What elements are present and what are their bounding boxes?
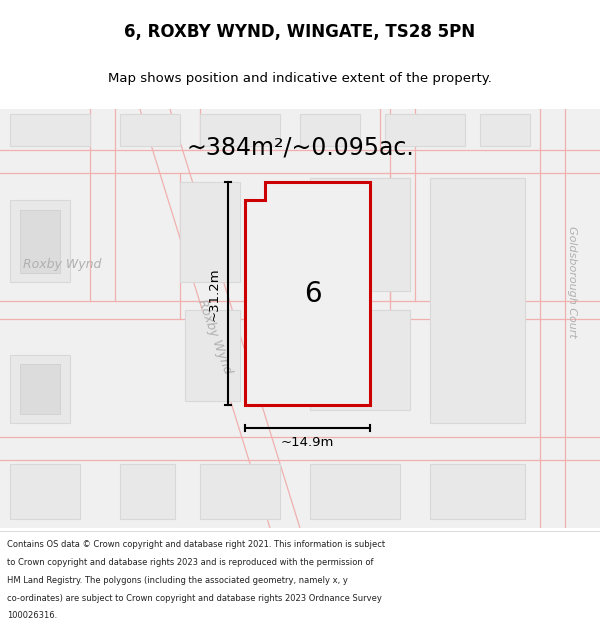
Text: to Crown copyright and database rights 2023 and is reproduced with the permissio: to Crown copyright and database rights 2… bbox=[7, 558, 374, 567]
Bar bbox=[185, 309, 240, 401]
Text: Roxby Wynd: Roxby Wynd bbox=[23, 258, 101, 271]
Text: Map shows position and indicative extent of the property.: Map shows position and indicative extent… bbox=[108, 72, 492, 85]
Text: co-ordinates) are subject to Crown copyright and database rights 2023 Ordnance S: co-ordinates) are subject to Crown copyr… bbox=[7, 594, 382, 602]
Bar bbox=[20, 364, 60, 414]
Bar bbox=[120, 464, 175, 519]
Bar bbox=[385, 114, 465, 146]
Text: HM Land Registry. The polygons (including the associated geometry, namely x, y: HM Land Registry. The polygons (includin… bbox=[7, 576, 348, 584]
Text: 6: 6 bbox=[304, 280, 322, 308]
Bar bbox=[430, 464, 525, 519]
Bar bbox=[310, 177, 410, 291]
Text: ~31.2m: ~31.2m bbox=[208, 267, 221, 321]
Bar bbox=[180, 182, 240, 282]
Bar bbox=[20, 209, 60, 273]
Text: Contains OS data © Crown copyright and database right 2021. This information is : Contains OS data © Crown copyright and d… bbox=[7, 540, 385, 549]
Bar bbox=[10, 114, 90, 146]
Text: 6, ROXBY WYND, WINGATE, TS28 5PN: 6, ROXBY WYND, WINGATE, TS28 5PN bbox=[124, 22, 476, 41]
Polygon shape bbox=[245, 182, 370, 405]
Bar bbox=[10, 201, 70, 282]
Text: ~14.9m: ~14.9m bbox=[281, 436, 334, 449]
Bar bbox=[310, 309, 410, 410]
Bar bbox=[10, 355, 70, 424]
Bar bbox=[120, 114, 180, 146]
Text: Roxby Wynd: Roxby Wynd bbox=[196, 298, 235, 376]
Text: Goldsborough Court: Goldsborough Court bbox=[567, 226, 577, 338]
Bar bbox=[10, 464, 80, 519]
Bar bbox=[430, 177, 525, 424]
Bar bbox=[200, 464, 280, 519]
Bar bbox=[200, 114, 280, 146]
Text: ~384m²/~0.095ac.: ~384m²/~0.095ac. bbox=[186, 136, 414, 159]
Bar bbox=[300, 114, 360, 146]
Bar bbox=[480, 114, 530, 146]
Text: 100026316.: 100026316. bbox=[7, 611, 58, 621]
Bar bbox=[310, 464, 400, 519]
